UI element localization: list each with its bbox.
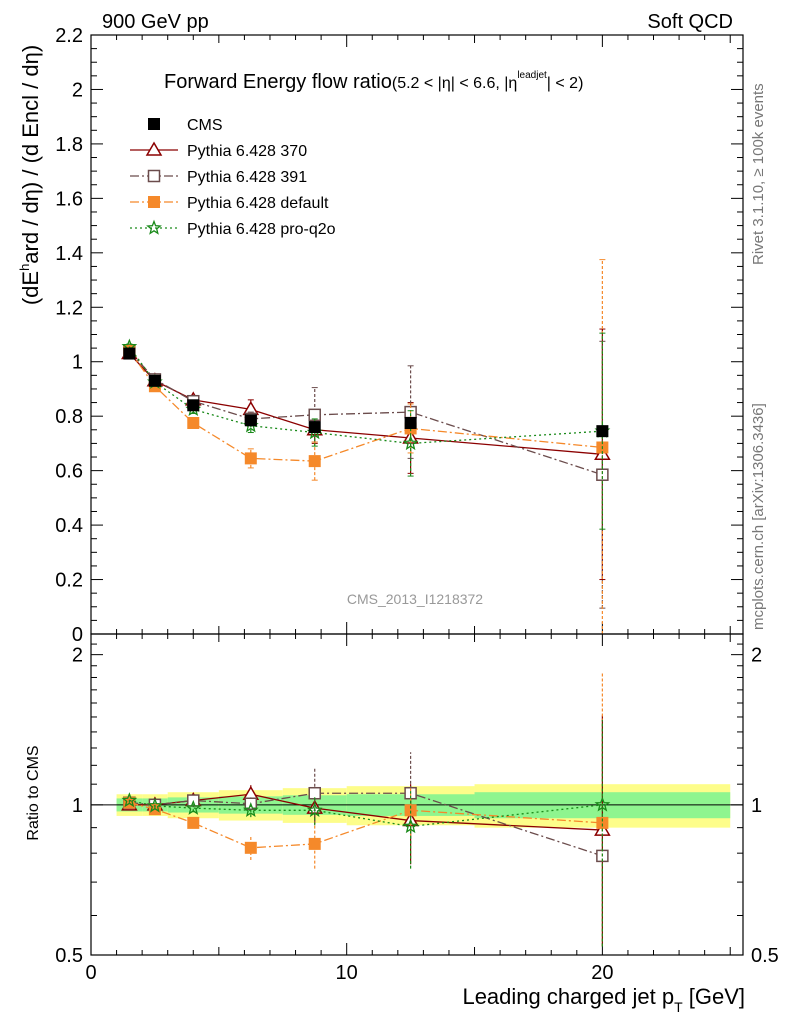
series-pythia-6-428-pro-q2o-ratio-point (306, 802, 323, 818)
x-axis-label: Leading charged jet pT [GeV] (462, 984, 745, 1015)
ratio-tick-label: 2 (72, 645, 83, 667)
legend-cms-label: CMS (187, 117, 223, 134)
chart-title: Forward Energy flow ratio(5.2 < |η| < 6.… (164, 70, 583, 93)
series-pythia-6-428-391-point (596, 468, 609, 481)
ratio-tick-label: 0.5 (55, 945, 83, 967)
series-pythia-6-428-default-point (244, 452, 257, 465)
analysis-watermark: CMS_2013_I1218372 (347, 591, 483, 607)
ratio-tick-label-right: 2 (751, 645, 762, 667)
series-pythia-6-428-pro-q2o-ratio-point (146, 797, 163, 813)
series-pythia-6-428-pro-q2o-ratio-line (129, 799, 603, 828)
header-left-label: 900 GeV pp (102, 11, 209, 33)
y-tick-label: 1.6 (55, 188, 83, 210)
x-tick-label: 0 (85, 962, 96, 984)
series-pythia-6-428-pro-q2o-ratio-point (242, 801, 259, 818)
y-tick-label: 0.6 (55, 461, 83, 483)
series-cms-point (404, 416, 417, 429)
series-pythia-6-428-default-ratio-point (596, 816, 609, 829)
x-tick-label: 20 (591, 962, 613, 984)
y-tick-label: 0.4 (55, 515, 83, 537)
legend-pythia-6-428-370-label: Pythia 6.428 370 (187, 143, 307, 160)
series-pythia-6-428-pro-q2o-ratio-point (185, 799, 202, 815)
legend-pythia-6-428-391-label: Pythia 6.428 391 (187, 169, 307, 186)
ratio-y-axis-label: Ratio to CMS (25, 745, 42, 840)
series-cms-point (244, 414, 257, 427)
y-tick-label: 1.4 (55, 243, 83, 265)
header-right-label: Soft QCD (647, 11, 733, 33)
series-pythia-6-428-pro-q2o-point (402, 435, 419, 451)
legend-pythia-6-428-391-marker (147, 169, 161, 183)
ratio-plot-area: 0 10 20 0.5 0.5 1 1 2 2 (55, 633, 779, 984)
series-pythia-6-428-default-ratio-point (187, 816, 200, 829)
series-pythia-6-428-default-ratio-point (244, 841, 257, 854)
series-cms-point (308, 421, 321, 434)
y-tick-label: 1.2 (55, 297, 83, 319)
ratio-tick-label-right: 1 (751, 795, 762, 817)
series-pythia-6-428-pro-q2o-ratio-point (594, 796, 611, 812)
y-tick-label: 0 (72, 624, 83, 646)
series-pythia-6-428-default-point (308, 455, 321, 468)
rivet-label: Rivet 3.1.10, ≥ 100k events (750, 83, 767, 265)
y-tick-label: 1.8 (55, 134, 83, 156)
series-pythia-6-428-pro-q2o-line (128, 346, 603, 445)
y-tick-label: 0.2 (55, 570, 83, 592)
legend: CMS Pythia 6.428 370 Pythia 6.428 391 Pythi… (130, 117, 336, 238)
mcplots-label: mcplots.cern.ch [arXiv:1306.3436] (750, 403, 767, 630)
y-tick-label: 1 (72, 352, 83, 374)
ratio-tick-label-right: 0.5 (751, 945, 779, 967)
legend-cms-marker (148, 118, 160, 130)
series-pythia-6-428-391-line (128, 350, 603, 476)
series-cms-point (596, 425, 609, 438)
ratio-tick-label: 1 (72, 795, 83, 817)
x-tick-label: 10 (336, 962, 358, 984)
y-tick-label: 2.2 (55, 25, 83, 47)
main-plot-area: 0 0.2 0.4 0.6 0.8 1 1.2 1.4 1.6 1.8 2 2.2 (55, 25, 744, 955)
series-pythia-6-428-default-ratio-point (308, 837, 321, 850)
series-pythia-6-428-default-point (187, 416, 200, 429)
series-pythia-6-428-default-line (128, 350, 603, 462)
y-tick-label: 0.8 (55, 406, 83, 428)
y-tick-label: 2 (72, 79, 83, 101)
series-pythia-6-428-391-ratio-point (308, 786, 321, 800)
series-cms-point (187, 399, 200, 412)
legend-pythia-6-428-pro-q2o-label: Pythia 6.428 pro-q2o (187, 221, 336, 238)
legend-pythia-6-428-default-label: Pythia 6.428 default (187, 195, 329, 212)
ratio-frame (90, 633, 744, 956)
legend-pythia-6-428-default-marker (148, 196, 160, 208)
y-axis-label: (dEhard / dη) / (d Encl / dη) (17, 45, 43, 305)
series-cms-point (148, 374, 161, 387)
series-cms-point (123, 347, 136, 360)
series-pythia-6-428-pro-q2o-ratio-point (402, 818, 419, 834)
legend-pythia-6-428-pro-q2o-marker (146, 219, 162, 235)
legend-pythia-6-428-370-marker (145, 141, 163, 156)
series-pythia-6-428-pro-q2o-ratio-point (121, 792, 138, 808)
